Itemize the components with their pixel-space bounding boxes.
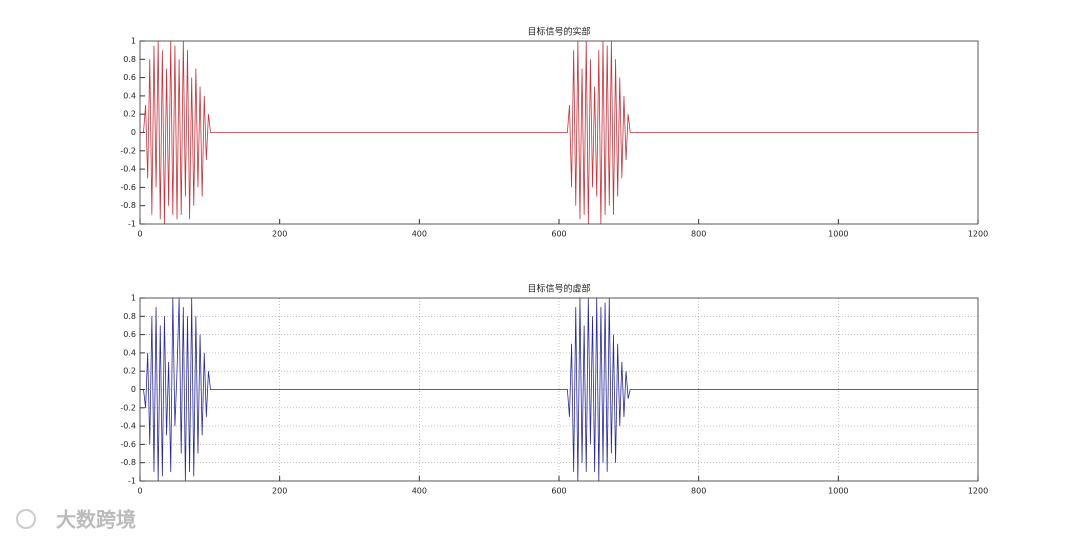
y-tick-label: -0.6 [120,440,136,449]
y-tick-label: 0.2 [123,110,136,119]
watermark: 大数跨境 [56,508,136,532]
x-tick-label: 600 [551,230,566,239]
y-tick-label: 0.4 [123,348,136,357]
y-tick-label: -1 [128,220,136,229]
y-tick-label: -0.2 [120,403,136,412]
x-tick-label: 200 [272,487,287,496]
watermark-logo [16,509,36,529]
x-tick-label: 1000 [828,487,848,496]
y-tick-label: 0.8 [123,312,136,321]
y-tick-label: 1 [131,37,136,46]
plot-frame [139,297,979,482]
y-tick-label: -1 [128,477,136,486]
y-tick-label: 0 [131,385,136,394]
chart-title: 目标信号的实部 [527,26,590,38]
y-tick-label: 0 [131,128,136,137]
y-tick-label: -0.2 [120,146,136,155]
x-tick-label: 1200 [968,230,988,239]
signal-line [140,40,978,225]
plot-frame [139,40,979,225]
x-tick-label: 0 [137,230,142,239]
x-tick-label: 0 [137,487,142,496]
x-tick-label: 400 [412,487,427,496]
x-tick-label: 1000 [828,230,848,239]
y-tick-label: -0.4 [120,422,136,431]
x-tick-label: 800 [691,230,706,239]
x-tick-label: 600 [551,487,566,496]
y-tick-label: -0.6 [120,183,136,192]
x-tick-label: 800 [691,487,706,496]
x-tick-label: 1200 [968,487,988,496]
y-tick-label: 0.2 [123,367,136,376]
signal-line [140,297,978,482]
y-tick-label: 0.8 [123,55,136,64]
y-tick-label: 0.6 [123,73,136,82]
y-tick-label: -0.4 [120,165,136,174]
y-tick-label: -0.8 [120,201,136,210]
chart-title: 目标信号的虚部 [527,283,590,295]
x-tick-label: 200 [272,230,287,239]
y-tick-label: 1 [131,294,136,303]
y-tick-label: 0.6 [123,330,136,339]
y-tick-label: -0.8 [120,458,136,467]
x-tick-label: 400 [412,230,427,239]
y-tick-label: 0.4 [123,91,136,100]
